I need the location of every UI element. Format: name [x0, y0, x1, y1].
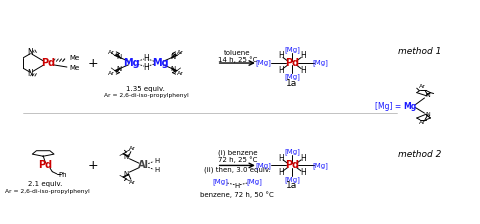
- Text: N: N: [27, 69, 33, 78]
- Text: [Mg]: [Mg]: [256, 60, 272, 66]
- Text: [Mg]: [Mg]: [284, 148, 300, 155]
- Text: Al: Al: [138, 160, 149, 170]
- Text: [Mg]: [Mg]: [284, 73, 300, 80]
- Text: 1a: 1a: [287, 181, 298, 190]
- Text: method 1: method 1: [398, 47, 442, 56]
- Text: (ii) then, 3.0 equiv.: (ii) then, 3.0 equiv.: [204, 167, 271, 173]
- Text: Pd: Pd: [285, 58, 299, 68]
- Text: [Mg]: [Mg]: [284, 176, 300, 183]
- Text: Mg: Mg: [403, 102, 417, 111]
- Text: Ar: Ar: [419, 120, 426, 125]
- Text: H: H: [278, 154, 284, 163]
- Text: Ar: Ar: [177, 71, 184, 76]
- Text: H: H: [300, 154, 306, 163]
- Text: toluene: toluene: [224, 50, 251, 56]
- Text: [Mg] =: [Mg] =: [375, 102, 401, 111]
- Text: H: H: [155, 167, 160, 173]
- Text: Pd: Pd: [38, 160, 52, 170]
- Text: 1a: 1a: [287, 79, 298, 88]
- Text: N: N: [124, 154, 129, 160]
- Text: (i) benzene: (i) benzene: [217, 150, 257, 156]
- Text: Mg: Mg: [152, 58, 169, 68]
- Text: N: N: [171, 54, 176, 60]
- Text: N: N: [116, 66, 121, 72]
- Text: method 2: method 2: [398, 150, 442, 159]
- Text: [Mg]: [Mg]: [212, 179, 228, 185]
- Text: [Mg]: [Mg]: [256, 162, 272, 169]
- Text: [Mg]: [Mg]: [247, 179, 263, 185]
- Text: N: N: [124, 171, 129, 177]
- Text: H: H: [278, 168, 284, 177]
- Text: H: H: [278, 66, 284, 75]
- Text: benzene, 72 h, 50 °C: benzene, 72 h, 50 °C: [200, 191, 274, 198]
- Text: N: N: [116, 54, 121, 60]
- Text: H: H: [300, 51, 306, 60]
- Text: Me: Me: [70, 65, 80, 71]
- Text: Ar: Ar: [108, 71, 115, 76]
- Text: [Mg]: [Mg]: [284, 46, 300, 53]
- Text: Ar: Ar: [129, 180, 136, 185]
- Text: Ar = 2,6-di-iso-propylphenyl: Ar = 2,6-di-iso-propylphenyl: [104, 93, 188, 98]
- Text: N: N: [425, 112, 430, 117]
- Text: H: H: [143, 54, 149, 63]
- Text: H: H: [143, 62, 149, 71]
- Text: H: H: [155, 157, 160, 164]
- Text: 1.35 equiv.: 1.35 equiv.: [126, 86, 165, 92]
- Text: H: H: [235, 183, 240, 189]
- Text: +: +: [88, 56, 99, 69]
- Text: [Mg]: [Mg]: [312, 162, 328, 169]
- Text: Ar: Ar: [419, 84, 426, 89]
- Text: Ar: Ar: [177, 50, 184, 55]
- Text: Ar: Ar: [108, 50, 115, 55]
- Text: Pd: Pd: [285, 160, 299, 170]
- Text: 2.1 equiv.: 2.1 equiv.: [28, 181, 62, 187]
- Text: 14 h, 25 °C: 14 h, 25 °C: [217, 56, 257, 63]
- Text: N: N: [27, 48, 33, 57]
- Text: N: N: [171, 66, 176, 72]
- Text: Pd: Pd: [41, 58, 55, 68]
- Text: H: H: [300, 66, 306, 75]
- Text: H: H: [278, 51, 284, 60]
- Text: Ar = 2,6-di-iso-propylphenyl: Ar = 2,6-di-iso-propylphenyl: [5, 189, 90, 194]
- Text: Mg: Mg: [123, 58, 140, 68]
- Text: +: +: [88, 159, 99, 172]
- Text: Ph: Ph: [59, 172, 67, 179]
- Text: [Mg]: [Mg]: [312, 60, 328, 66]
- Text: Ar: Ar: [129, 146, 136, 151]
- Text: H: H: [300, 168, 306, 177]
- Text: 72 h, 25 °C: 72 h, 25 °C: [217, 156, 257, 163]
- Text: N: N: [425, 93, 430, 98]
- Text: Me: Me: [70, 55, 80, 61]
